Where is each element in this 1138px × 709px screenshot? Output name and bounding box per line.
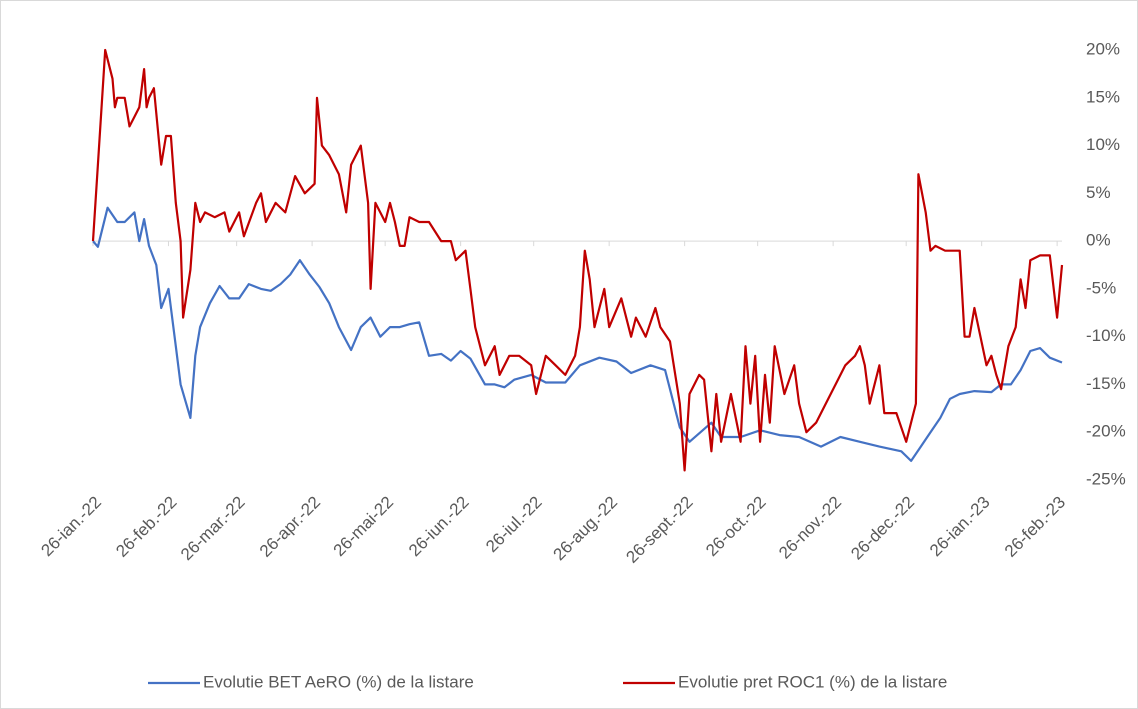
y-tick-label: -10% bbox=[1086, 326, 1126, 345]
legend-label: Evolutie pret ROC1 (%) de la listare bbox=[678, 672, 947, 691]
y-tick-label: 15% bbox=[1086, 87, 1120, 106]
y-tick-label: 0% bbox=[1086, 231, 1111, 250]
legend-item: Evolutie BET AeRO (%) de la listare bbox=[148, 672, 474, 691]
y-tick-label: -15% bbox=[1086, 374, 1126, 393]
y-tick-label: -25% bbox=[1086, 469, 1126, 488]
series-line bbox=[92, 206, 1063, 462]
y-tick-label: -20% bbox=[1086, 422, 1126, 441]
y-tick-label: 10% bbox=[1086, 135, 1120, 154]
series-line bbox=[91, 48, 1064, 472]
legend-item: Evolutie pret ROC1 (%) de la listare bbox=[623, 672, 947, 691]
y-tick-label: 20% bbox=[1086, 39, 1120, 58]
legend-label: Evolutie BET AeRO (%) de la listare bbox=[203, 672, 474, 691]
y-tick-label: -5% bbox=[1086, 278, 1116, 297]
y-tick-label: 5% bbox=[1086, 183, 1111, 202]
